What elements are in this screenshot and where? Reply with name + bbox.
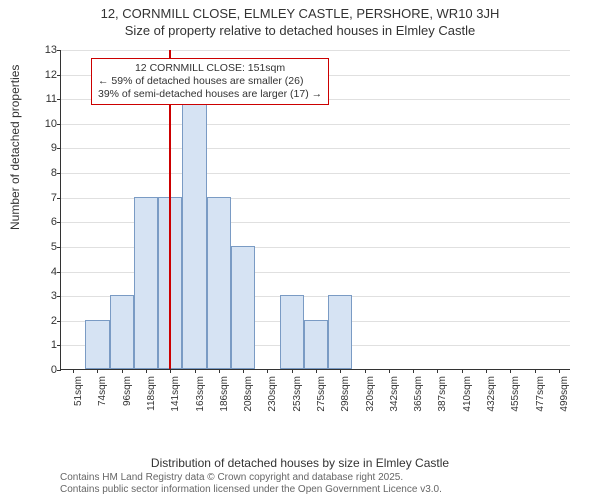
- annotation-line2: ← 59% of detached houses are smaller (26…: [98, 75, 322, 88]
- x-tick-mark: [389, 369, 390, 373]
- gridline: [61, 173, 570, 174]
- y-tick-label: 9: [33, 142, 57, 154]
- y-tick-mark: [57, 222, 61, 223]
- x-tick-mark: [510, 369, 511, 373]
- footer-line2: Contains public sector information licen…: [60, 484, 442, 496]
- y-tick-label: 0: [33, 364, 57, 376]
- y-tick-label: 5: [33, 241, 57, 253]
- y-tick-mark: [57, 321, 61, 322]
- y-tick-label: 10: [33, 118, 57, 130]
- bar: [207, 197, 231, 369]
- y-tick-label: 8: [33, 167, 57, 179]
- y-tick-label: 12: [33, 69, 57, 81]
- annotation-line3: 39% of semi-detached houses are larger (…: [98, 88, 322, 101]
- y-tick-label: 7: [33, 192, 57, 204]
- chart-area: 01234567891011121351sqm74sqm96sqm118sqm1…: [60, 50, 570, 420]
- y-tick-mark: [57, 272, 61, 273]
- y-tick-mark: [57, 50, 61, 51]
- y-tick-label: 1: [33, 339, 57, 351]
- annotation-box: 12 CORNMILL CLOSE: 151sqm ← 59% of detac…: [91, 58, 329, 105]
- x-tick-mark: [462, 369, 463, 373]
- y-tick-mark: [57, 198, 61, 199]
- x-axis-label: Distribution of detached houses by size …: [0, 456, 600, 470]
- bar: [231, 246, 255, 369]
- y-axis-label: Number of detached properties: [8, 65, 22, 230]
- gridline: [61, 124, 570, 125]
- gridline: [61, 50, 570, 51]
- y-tick-label: 6: [33, 216, 57, 228]
- y-tick-mark: [57, 75, 61, 76]
- bar: [85, 320, 109, 369]
- x-tick-mark: [437, 369, 438, 373]
- y-tick-mark: [57, 345, 61, 346]
- y-tick-mark: [57, 148, 61, 149]
- plot: 01234567891011121351sqm74sqm96sqm118sqm1…: [60, 50, 570, 370]
- x-tick-mark: [146, 369, 147, 373]
- bar: [134, 197, 158, 369]
- y-tick-mark: [57, 124, 61, 125]
- chart-title: 12, CORNMILL CLOSE, ELMLEY CASTLE, PERSH…: [0, 0, 600, 40]
- x-tick-mark: [413, 369, 414, 373]
- y-tick-label: 3: [33, 290, 57, 302]
- x-tick-mark: [292, 369, 293, 373]
- y-tick-mark: [57, 173, 61, 174]
- title-line1: 12, CORNMILL CLOSE, ELMLEY CASTLE, PERSH…: [0, 6, 600, 23]
- annotation-line1: 12 CORNMILL CLOSE: 151sqm: [98, 62, 322, 75]
- x-tick-mark: [243, 369, 244, 373]
- bar: [182, 98, 206, 369]
- bar: [304, 320, 328, 369]
- title-line2: Size of property relative to detached ho…: [0, 23, 600, 40]
- bar: [328, 295, 352, 369]
- y-tick-mark: [57, 296, 61, 297]
- y-tick-mark: [57, 99, 61, 100]
- x-tick-mark: [365, 369, 366, 373]
- footer: Contains HM Land Registry data © Crown c…: [60, 472, 442, 496]
- y-tick-mark: [57, 370, 61, 371]
- x-tick-mark: [170, 369, 171, 373]
- x-tick-mark: [316, 369, 317, 373]
- x-tick-mark: [559, 369, 560, 373]
- x-tick-mark: [267, 369, 268, 373]
- bar: [280, 295, 304, 369]
- x-tick-mark: [195, 369, 196, 373]
- y-tick-label: 2: [33, 315, 57, 327]
- y-tick-label: 4: [33, 266, 57, 278]
- y-tick-label: 13: [33, 44, 57, 56]
- x-tick-mark: [486, 369, 487, 373]
- x-tick-mark: [219, 369, 220, 373]
- x-tick-mark: [97, 369, 98, 373]
- x-tick-mark: [535, 369, 536, 373]
- y-tick-label: 11: [33, 93, 57, 105]
- footer-line1: Contains HM Land Registry data © Crown c…: [60, 472, 442, 484]
- gridline: [61, 148, 570, 149]
- x-tick-mark: [340, 369, 341, 373]
- y-tick-mark: [57, 247, 61, 248]
- bar: [110, 295, 134, 369]
- x-tick-mark: [122, 369, 123, 373]
- x-tick-mark: [73, 369, 74, 373]
